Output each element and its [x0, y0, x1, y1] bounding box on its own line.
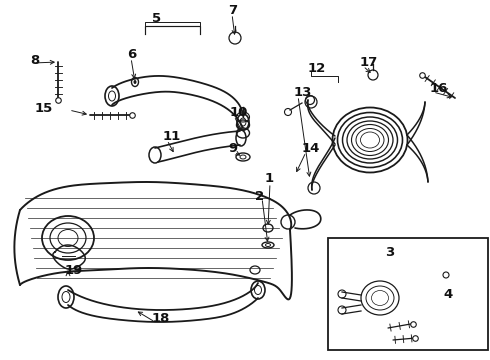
Text: 18: 18 — [152, 311, 171, 324]
Text: 7: 7 — [228, 4, 237, 17]
Ellipse shape — [133, 80, 137, 84]
Text: 13: 13 — [294, 85, 313, 99]
Text: 2: 2 — [255, 189, 264, 202]
Text: 11: 11 — [163, 130, 181, 144]
Text: 5: 5 — [152, 12, 161, 24]
Text: 12: 12 — [308, 62, 326, 75]
Text: 9: 9 — [228, 141, 237, 154]
Text: 3: 3 — [385, 247, 394, 260]
Text: 8: 8 — [30, 54, 39, 67]
Text: 16: 16 — [430, 81, 448, 94]
Text: 1: 1 — [265, 171, 274, 184]
Text: 4: 4 — [443, 288, 452, 302]
Bar — [328, 238, 488, 350]
Text: 17: 17 — [360, 55, 378, 68]
Text: 15: 15 — [35, 102, 53, 114]
Text: 14: 14 — [302, 141, 320, 154]
Text: 6: 6 — [127, 49, 136, 62]
Text: 10: 10 — [230, 105, 248, 118]
Text: 19: 19 — [65, 264, 83, 276]
